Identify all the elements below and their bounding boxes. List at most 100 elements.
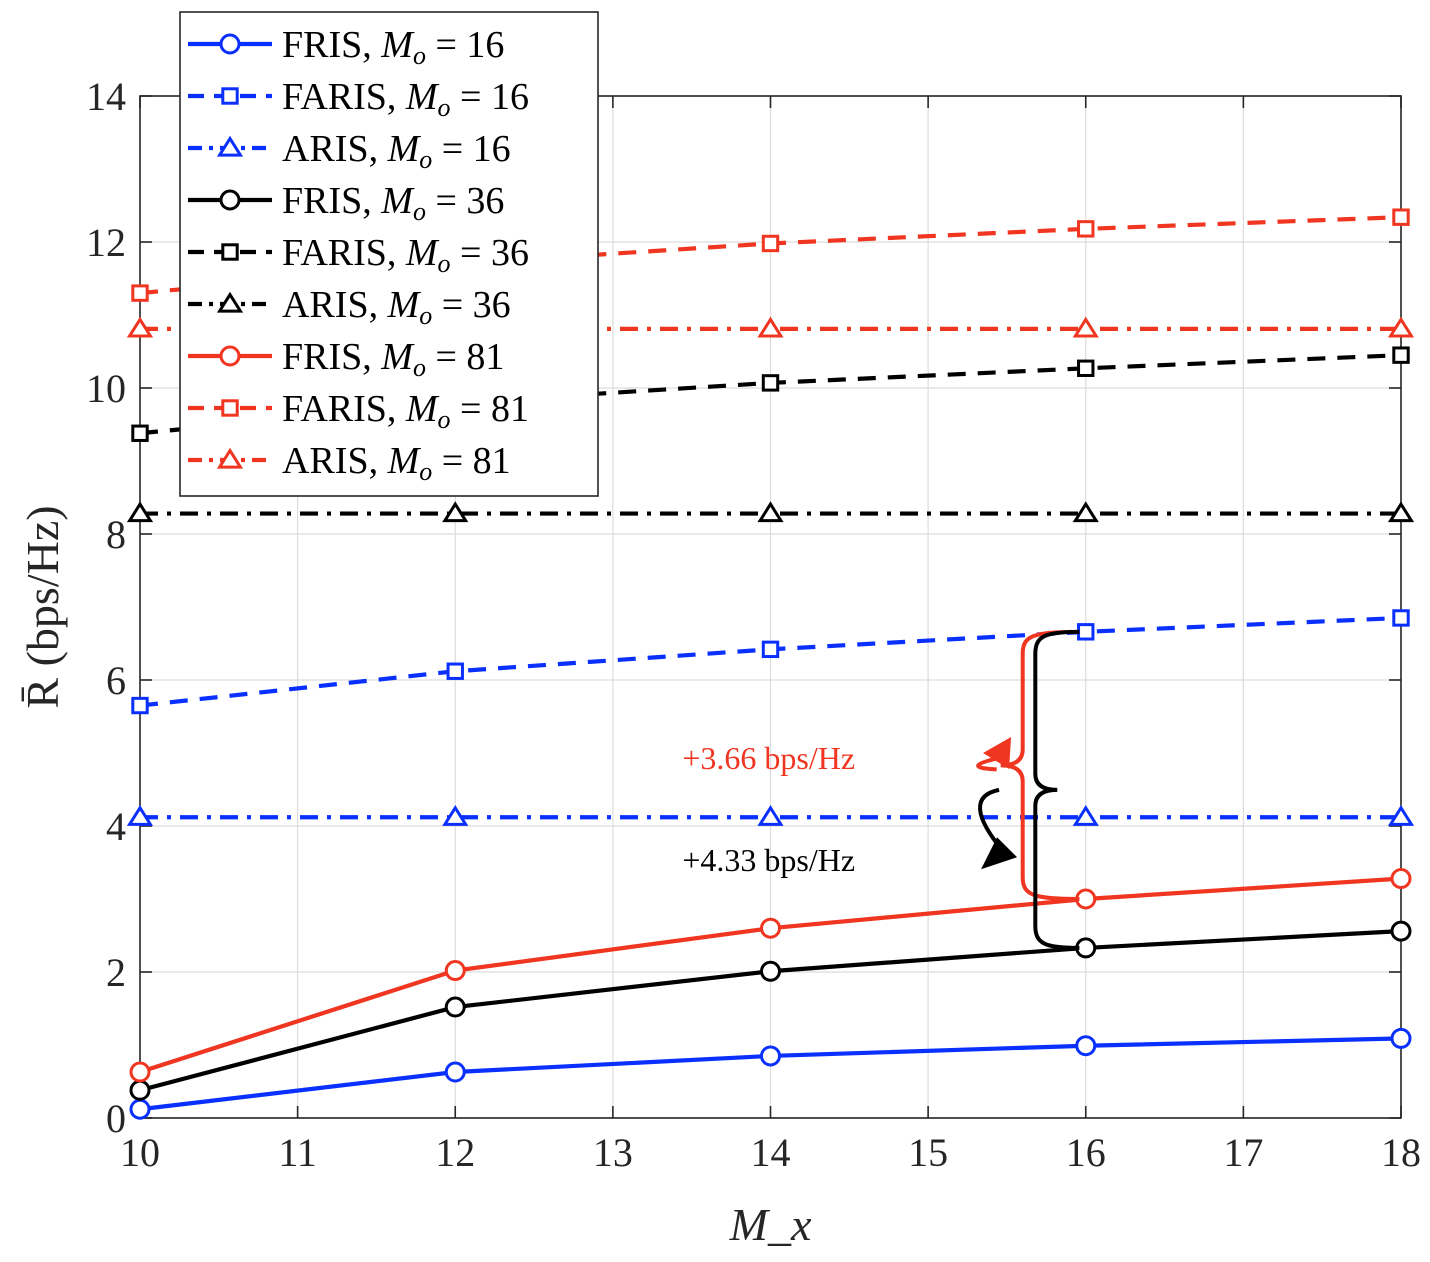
data-point — [219, 345, 241, 367]
data-point — [221, 243, 239, 261]
data-point — [442, 501, 469, 523]
data-point — [131, 696, 149, 715]
y-tick-label: 2 — [106, 950, 126, 995]
data-point — [761, 640, 780, 659]
data-point — [1392, 346, 1410, 364]
y-tick-label: 8 — [106, 512, 126, 557]
y-tick-label: 12 — [86, 220, 126, 265]
y-axis-label: R̄ (bps/Hz) — [17, 505, 68, 708]
legend-label: ARIS, Mo = 36 — [282, 284, 511, 330]
x-tick-label: 11 — [278, 1130, 317, 1175]
series-0 — [129, 1027, 1412, 1120]
data-point — [219, 189, 241, 211]
data-point — [221, 399, 239, 417]
arrow-head — [983, 737, 1012, 769]
legend-label: FARIS, Mo = 36 — [282, 232, 529, 278]
annotation-label: +4.33 bps/Hz — [682, 842, 855, 878]
series-3 — [129, 920, 1412, 1101]
annotation-0: +3.66 bps/Hz — [682, 629, 1080, 901]
legend-label: FARIS, Mo = 81 — [282, 388, 529, 434]
x-tick-label: 17 — [1223, 1130, 1263, 1175]
data-point — [1072, 501, 1099, 523]
data-point — [761, 234, 780, 253]
data-point — [1075, 888, 1097, 910]
data-point — [126, 316, 154, 338]
data-point — [221, 87, 239, 105]
data-point — [129, 1079, 151, 1101]
axis-ticks: 10 11 12 13 14 15 16 17 18 0 2 4 6 8 10 12 14 — [86, 74, 1421, 1175]
x-tick-label: 18 — [1381, 1130, 1421, 1175]
data-point — [760, 1045, 781, 1067]
series-1 — [131, 609, 1410, 715]
data-point — [1387, 316, 1415, 338]
data-point — [1390, 1027, 1412, 1049]
data-point — [129, 1098, 151, 1120]
series-2 — [126, 804, 1415, 826]
data-point — [1075, 1035, 1097, 1057]
legend-item: ARIS, Mo = 36 — [188, 284, 511, 330]
y-tick-label: 4 — [106, 804, 126, 849]
x-tick-label: 15 — [908, 1130, 948, 1175]
annotations: +3.66 bps/Hz +4.33 bps/Hz — [682, 629, 1080, 950]
legend-item: ARIS, Mo = 81 — [188, 440, 511, 486]
data-point — [444, 1061, 466, 1083]
data-point — [1392, 208, 1410, 226]
x-tick-label: 12 — [435, 1130, 475, 1175]
brace — [1000, 629, 1080, 901]
x-tick-label: 16 — [1066, 1130, 1106, 1175]
series-6 — [129, 868, 1412, 1083]
legend-label: FRIS, Mo = 81 — [282, 336, 504, 382]
data-point — [446, 662, 464, 680]
legend-label: FARIS, Mo = 16 — [282, 76, 529, 122]
annotation-label: +3.66 bps/Hz — [682, 740, 855, 776]
data-point — [1390, 920, 1412, 942]
x-tick-label: 13 — [593, 1130, 633, 1175]
data-point — [219, 33, 241, 55]
legend-label: FRIS, Mo = 16 — [282, 24, 504, 70]
y-tick-label: 0 — [106, 1096, 126, 1141]
arrow-head — [981, 837, 1018, 870]
data-point — [1390, 868, 1412, 890]
data-point — [760, 960, 781, 982]
data-point — [757, 501, 784, 523]
data-point — [216, 447, 244, 469]
y-tick-label: 10 — [86, 366, 126, 411]
legend-item: FRIS, Mo = 36 — [188, 180, 504, 226]
data-point — [1077, 359, 1095, 377]
data-point — [442, 804, 469, 826]
y-tick-label: 6 — [106, 658, 126, 703]
data-point — [444, 996, 466, 1018]
data-point — [1387, 501, 1415, 523]
data-point — [760, 917, 781, 939]
data-point — [761, 374, 780, 392]
data-point — [129, 1061, 151, 1083]
x-tick-label: 10 — [120, 1130, 160, 1175]
x-tick-label: 14 — [751, 1130, 791, 1175]
x-axis-label: M_x — [729, 1199, 812, 1250]
series-5 — [126, 501, 1415, 523]
data-point — [1077, 623, 1095, 641]
legend-item: FARIS, Mo = 36 — [188, 232, 529, 278]
data-point — [216, 135, 244, 157]
data-point — [1392, 609, 1410, 627]
data-point — [1387, 804, 1415, 826]
data-point — [757, 804, 784, 826]
data-point — [126, 804, 154, 826]
data-point — [1072, 804, 1099, 826]
data-point — [1075, 937, 1097, 959]
legend: FRIS, Mo = 16 FARIS, Mo = 16 ARIS, Mo = 16… — [179, 11, 599, 497]
y-tick-label: 14 — [86, 74, 126, 119]
data-point — [757, 316, 784, 338]
data-point — [126, 501, 154, 523]
legend-item: FARIS, Mo = 16 — [188, 76, 529, 122]
legend-item: FRIS, Mo = 16 — [188, 24, 504, 70]
legend-item: FRIS, Mo = 81 — [188, 336, 504, 382]
data-point — [1072, 316, 1099, 338]
annotation-1: +4.33 bps/Hz — [682, 629, 1080, 950]
legend-label: ARIS, Mo = 81 — [282, 440, 511, 486]
legend-label: FRIS, Mo = 36 — [282, 180, 504, 226]
legend-item: ARIS, Mo = 16 — [188, 128, 511, 174]
data-point — [444, 960, 466, 982]
legend-item: FARIS, Mo = 81 — [188, 388, 529, 434]
